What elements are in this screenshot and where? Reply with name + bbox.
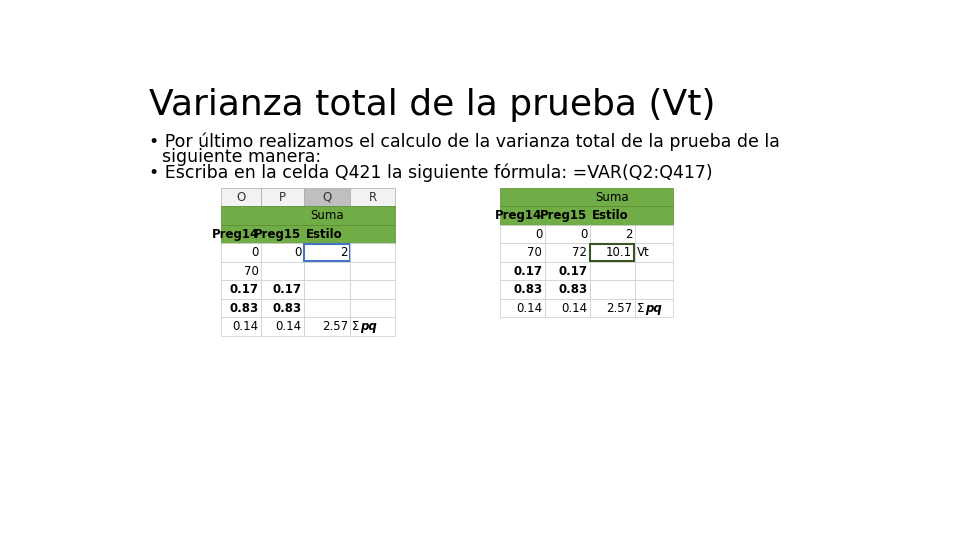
- Text: 0.17: 0.17: [229, 283, 259, 296]
- Text: Preg14: Preg14: [211, 228, 259, 241]
- Bar: [544, 262, 589, 280]
- Text: 0.14: 0.14: [562, 302, 588, 315]
- Bar: [589, 225, 635, 244]
- Bar: [261, 262, 303, 280]
- Bar: [303, 262, 350, 280]
- Bar: [261, 244, 303, 262]
- Bar: [350, 299, 396, 318]
- Text: 0: 0: [252, 246, 259, 259]
- Bar: [221, 244, 261, 262]
- Bar: [221, 318, 261, 336]
- Text: Suma: Suma: [310, 209, 344, 222]
- Text: 72: 72: [572, 246, 588, 259]
- Bar: [635, 280, 673, 299]
- Text: Varianza total de la prueba (Vt): Varianza total de la prueba (Vt): [150, 88, 716, 122]
- Bar: [261, 299, 303, 318]
- Bar: [350, 262, 396, 280]
- Text: 0.14: 0.14: [232, 320, 259, 333]
- Bar: [589, 244, 635, 262]
- Bar: [500, 262, 544, 280]
- Text: O: O: [236, 191, 246, 204]
- Bar: [544, 225, 589, 244]
- Text: Vt: Vt: [636, 246, 650, 259]
- Text: Estilo: Estilo: [306, 228, 343, 241]
- Text: 0.83: 0.83: [229, 302, 259, 315]
- Text: P: P: [278, 191, 286, 204]
- Bar: [261, 188, 303, 206]
- Bar: [544, 280, 589, 299]
- Bar: [221, 280, 261, 299]
- Bar: [221, 206, 396, 225]
- Text: 0: 0: [294, 246, 301, 259]
- Bar: [303, 318, 350, 336]
- Bar: [303, 299, 350, 318]
- Text: 0.17: 0.17: [559, 265, 588, 278]
- Bar: [261, 280, 303, 299]
- Text: 70: 70: [527, 246, 542, 259]
- Text: Preg15: Preg15: [254, 228, 301, 241]
- Text: 2: 2: [341, 246, 348, 259]
- Bar: [303, 244, 350, 262]
- Bar: [544, 299, 589, 318]
- Text: • Escriba en la celda Q421 la siguiente fórmula: =VAR(Q2:Q417): • Escriba en la celda Q421 la siguiente …: [150, 164, 713, 182]
- Text: 0.83: 0.83: [273, 302, 301, 315]
- Bar: [304, 244, 349, 261]
- Bar: [500, 206, 673, 225]
- Bar: [261, 318, 303, 336]
- Bar: [221, 299, 261, 318]
- Bar: [635, 262, 673, 280]
- Bar: [350, 188, 396, 206]
- Text: Σ: Σ: [636, 302, 648, 315]
- Text: Estilo: Estilo: [592, 209, 629, 222]
- Text: 2.57: 2.57: [606, 302, 633, 315]
- Bar: [544, 244, 589, 262]
- Text: 0.17: 0.17: [273, 283, 301, 296]
- Bar: [500, 188, 673, 206]
- Bar: [500, 244, 544, 262]
- Text: 10.1: 10.1: [606, 246, 633, 259]
- Text: 0.83: 0.83: [558, 283, 588, 296]
- Text: 70: 70: [244, 265, 259, 278]
- Bar: [350, 280, 396, 299]
- Bar: [500, 225, 544, 244]
- Text: 0.17: 0.17: [514, 265, 542, 278]
- Text: • Por último realizamos el calculo de la varianza total de la prueba de la: • Por último realizamos el calculo de la…: [150, 132, 780, 151]
- Bar: [221, 188, 261, 206]
- Text: 0.14: 0.14: [516, 302, 542, 315]
- Text: Σ: Σ: [352, 320, 364, 333]
- Bar: [500, 280, 544, 299]
- Text: Preg15: Preg15: [540, 209, 588, 222]
- Text: R: R: [369, 191, 376, 204]
- Bar: [635, 244, 673, 262]
- Bar: [589, 299, 635, 318]
- Bar: [590, 244, 634, 261]
- Text: pq: pq: [645, 302, 661, 315]
- Text: 2.57: 2.57: [322, 320, 348, 333]
- Bar: [221, 225, 396, 244]
- Bar: [635, 225, 673, 244]
- Text: 0: 0: [580, 228, 588, 241]
- Text: 0.14: 0.14: [276, 320, 301, 333]
- Text: 2: 2: [625, 228, 633, 241]
- Bar: [303, 188, 350, 206]
- Text: siguiente manera:: siguiente manera:: [162, 148, 321, 166]
- Text: Suma: Suma: [595, 191, 629, 204]
- Bar: [589, 262, 635, 280]
- Text: Preg14: Preg14: [495, 209, 542, 222]
- Bar: [635, 299, 673, 318]
- Text: 0: 0: [535, 228, 542, 241]
- Text: Q: Q: [323, 191, 331, 204]
- Bar: [350, 244, 396, 262]
- Bar: [589, 280, 635, 299]
- Bar: [500, 299, 544, 318]
- Bar: [350, 318, 396, 336]
- Text: pq: pq: [360, 320, 377, 333]
- Bar: [221, 262, 261, 280]
- Bar: [303, 280, 350, 299]
- Text: 0.83: 0.83: [514, 283, 542, 296]
